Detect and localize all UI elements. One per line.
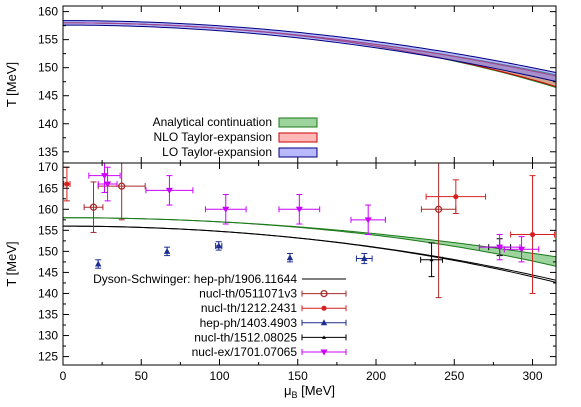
band-lower-edge: [63, 22, 556, 87]
y-tick-label: 125: [38, 350, 58, 364]
y-tick-label: 140: [38, 117, 58, 131]
y-tick-label: 140: [38, 286, 58, 300]
y-tick-label: 165: [38, 181, 58, 195]
band-nlo-taylor-expansion: [63, 22, 556, 87]
x-tick-label: 50: [135, 369, 149, 383]
data-point: [496, 244, 504, 251]
x-axis-label-unit: [MeV]: [297, 383, 335, 398]
data-point: [95, 260, 102, 267]
data-point: [518, 246, 526, 253]
top-panel-plot-area: [63, 20, 556, 88]
x-axis-label: μB [MeV]: [284, 383, 335, 400]
bottom-panel-frame: [62, 162, 557, 366]
y-tick-label: 155: [38, 33, 58, 47]
legend-marker: [320, 319, 328, 326]
bottom-panel-legend: Dyson-Schwinger: hep-ph/1906.11644nucl-t…: [93, 272, 347, 359]
data-point: [529, 231, 536, 238]
legend-label: NLO Taylor-expansion: [153, 130, 272, 144]
data-point: [64, 181, 70, 187]
band-lower-edge: [63, 24, 556, 83]
y-tick-label: 160: [38, 5, 58, 19]
legend-label: hep-ph/1403.4903: [200, 316, 298, 330]
x-axis-label-subscript: B: [291, 390, 297, 400]
y-tick-label: 145: [38, 265, 58, 279]
y-tick-label: 130: [38, 329, 58, 343]
legend-label: Analytical continuation: [153, 115, 272, 129]
data-point: [429, 257, 434, 262]
data-point: [215, 242, 222, 249]
x-tick-label: 100: [209, 369, 229, 383]
y-tick-label: 145: [38, 89, 58, 103]
legend-label: nucl-th/1212.2431: [201, 301, 297, 315]
legend-label: nucl-ex/1701.07065: [192, 345, 298, 359]
y-tick-label: 150: [38, 61, 58, 75]
data-point: [163, 247, 171, 254]
y-tick-label: 135: [38, 308, 58, 322]
legend-label: nucl-th/1512.08025: [194, 330, 297, 344]
band-upper-edge: [63, 22, 556, 77]
legend-marker: [320, 289, 328, 298]
legend-label: Dyson-Schwinger: hep-ph/1906.11644: [93, 272, 297, 286]
legend-marker: [320, 349, 328, 356]
data-point: [222, 206, 230, 213]
top-panel: 135 140 145 150 155 160 T [MeV] Analytical cont…: [4, 5, 557, 164]
y-axis-label: T [MeV]: [4, 62, 19, 107]
data-point: [100, 173, 108, 180]
data-point: [165, 187, 173, 194]
data-point: [364, 217, 372, 224]
data-point: [295, 206, 303, 213]
data-point: [104, 181, 112, 188]
y-tick-label: 160: [38, 202, 58, 216]
band-analytical-continuation: [63, 217, 556, 267]
data-point: [361, 255, 368, 262]
legend-marker: [321, 305, 327, 311]
series-nucl-th-0511071v3: [83, 163, 457, 299]
data-point: [286, 254, 294, 261]
band-lo-taylor-expansion: [63, 20, 556, 82]
x-axis-label-symbol: μ: [284, 383, 292, 398]
dyson-schwinger-curve-upper: [63, 225, 556, 283]
legend-label: nucl-th/0511071v3: [199, 287, 297, 301]
band-lower-edge: [63, 22, 556, 88]
legend-marker: [322, 335, 326, 339]
legend-label: LO Taylor-expansion: [162, 145, 272, 159]
band-lower-edge: [63, 217, 556, 267]
series-nucl-th-1212-2431: [63, 166, 555, 294]
series-hep-ph-1403-4903: [95, 241, 373, 269]
legend-swatch: [278, 147, 318, 158]
data-point: [118, 182, 126, 190]
data-point: [453, 194, 459, 200]
band-analytical-continuation: [63, 22, 556, 88]
bottom-panel: 125 130 135 140 145 150 155 160 165 170 0 50 100 150 2…: [4, 160, 557, 383]
series-nucl-ex-1701-07065: [88, 163, 540, 263]
legend-swatch: [278, 132, 318, 143]
y-tick-label: 150: [38, 244, 58, 258]
band-upper-edge: [63, 20, 556, 74]
x-tick-label: 250: [444, 369, 464, 383]
data-point: [89, 203, 98, 211]
y-tick-label: 135: [38, 145, 58, 159]
y-axis-label: T [MeV]: [4, 241, 19, 286]
x-tick-label: 0: [60, 369, 67, 383]
legend-swatch: [278, 117, 318, 128]
x-tick-label: 200: [366, 369, 386, 383]
x-tick-label: 300: [523, 369, 543, 383]
x-tick-label: 150: [288, 369, 308, 383]
y-tick-label: 155: [38, 223, 58, 237]
y-tick-label: 170: [38, 160, 58, 174]
data-point: [434, 205, 443, 213]
bottom-panel-plot-area: [63, 163, 556, 299]
